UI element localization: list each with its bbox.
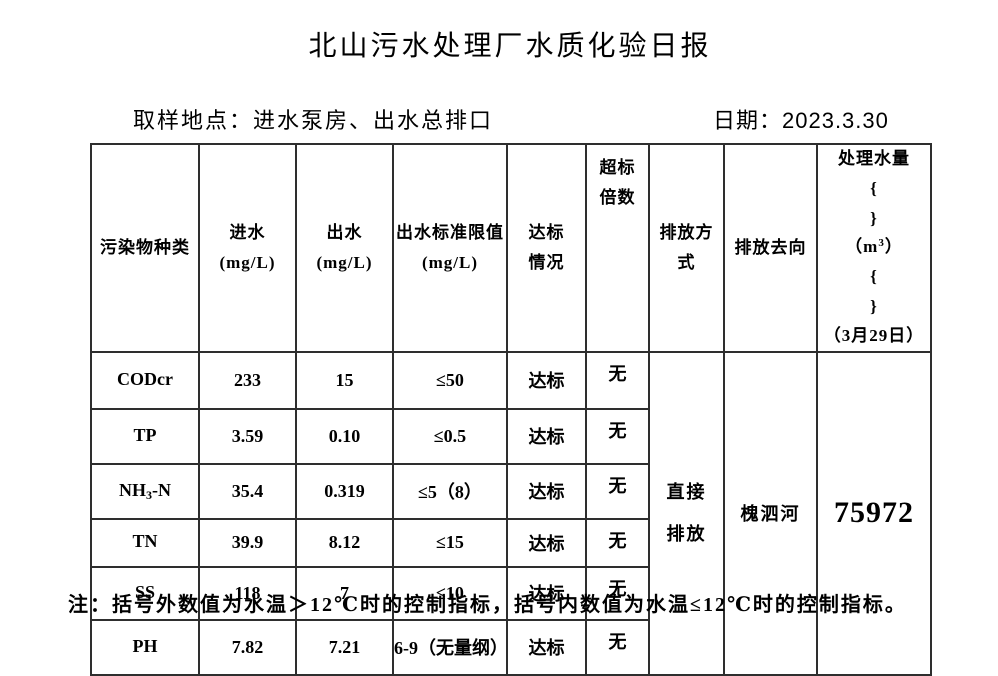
header-influent: 进水 (mg/L)	[198, 143, 297, 353]
header-discharge-method: 排放方 式	[648, 143, 725, 353]
header-pollutant: 污染物种类	[90, 143, 200, 353]
cell-pollutant: TN	[90, 517, 200, 568]
volume-header-unit: （m3）	[845, 237, 903, 257]
header-status: 达标 情况	[506, 143, 587, 353]
cell-status: 达标	[506, 462, 587, 520]
cell-status: 达标	[506, 618, 587, 676]
cell-influent: 3.59	[198, 407, 297, 465]
header-exceed: 超标 倍数	[585, 143, 650, 353]
cell-influent: 7.82	[198, 618, 297, 676]
cell-pollutant: TP	[90, 407, 200, 465]
cell-pollutant: CODcr	[90, 350, 200, 410]
cell-limit: ≤5（8）	[392, 462, 508, 520]
cell-discharge-method: 直接 排放	[648, 350, 725, 676]
header-treated-volume: 处理水量{ } （m3）{ } （3月29日）	[816, 143, 932, 353]
cell-limit: ≤50	[392, 350, 508, 410]
cell-status: 达标	[506, 407, 587, 465]
footnote: 注：括号外数值为水温＞12℃时的控制指标，括号内数值为水温≤12℃时的控制指标。	[68, 594, 907, 616]
cell-effluent: 7	[295, 565, 394, 621]
meta-row: 取样地点：进水泵房、出水总排口 日期：2023.3.30	[90, 103, 930, 133]
cell-exceed: 无	[585, 350, 650, 410]
cell-limit: ≤15	[392, 517, 508, 568]
cell-influent: 35.4	[198, 462, 297, 520]
cell-pollutant: SS	[90, 565, 200, 621]
cell-limit: ≤0.5	[392, 407, 508, 465]
volume-header-line1: 处理水量	[838, 149, 910, 168]
cell-pollutant: NH3-N	[90, 462, 200, 520]
volume-header-line3: （3月29日）	[823, 325, 925, 345]
cell-exceed: 无	[585, 462, 650, 520]
header-effluent: 出水 (mg/L)	[295, 143, 394, 353]
cell-influent: 118	[198, 565, 297, 621]
cell-influent: 233	[198, 350, 297, 410]
table-header-row: 污染物种类 进水 (mg/L) 出水 (mg/L) 出水标准限值 (mg/L) …	[90, 143, 932, 353]
cell-effluent: 0.10	[295, 407, 394, 465]
report-table: 污染物种类 进水 (mg/L) 出水 (mg/L) 出水标准限值 (mg/L) …	[90, 143, 932, 676]
subscript-3: 3	[146, 487, 152, 502]
cell-influent: 39.9	[198, 517, 297, 568]
header-limit: 出水标准限值 (mg/L)	[392, 143, 508, 353]
header-discharge-destination: 排放去向	[723, 143, 818, 353]
cell-exceed: 无	[585, 565, 650, 621]
table-row: TP 3.59 0.10 ≤0.5 达标 无	[90, 407, 931, 465]
report-date-label: 日期：2023.3.30	[713, 108, 889, 133]
cell-exceed: 无	[585, 517, 650, 568]
cell-effluent: 7.21	[295, 618, 394, 676]
cell-exceed: 无	[585, 618, 650, 676]
cell-effluent: 15	[295, 350, 394, 410]
table-row: SS 118 7 ≤10 达标 无	[90, 565, 931, 621]
cell-status: 达标	[506, 565, 587, 621]
cell-treated-volume: 75972	[816, 350, 932, 676]
cell-exceed: 无	[585, 407, 650, 465]
cell-status: 达标	[506, 350, 587, 410]
cell-discharge-destination: 槐泗河	[723, 350, 818, 676]
table-row: TN 39.9 8.12 ≤15 达标 无	[90, 517, 931, 568]
page-title: 北山污水处理厂水质化验日报	[308, 31, 712, 62]
cell-status: 达标	[506, 517, 587, 568]
cell-pollutant: PH	[90, 618, 200, 676]
cell-effluent: 0.319	[295, 462, 394, 520]
cubic-sup: 3	[878, 237, 885, 250]
cell-limit: 6-9（无量纲）	[392, 618, 508, 676]
cell-effluent: 8.12	[295, 517, 394, 568]
sampling-location-label: 取样地点：进水泵房、出水总排口	[133, 108, 494, 133]
table-row: CODcr 233 15 ≤50 达标 无 直接 排放 槐泗河 75972	[90, 350, 932, 676]
table-row: NH3-N 35.4 0.319 ≤5（8） 达标 无	[90, 462, 931, 520]
cell-limit: ≤10	[392, 565, 508, 621]
